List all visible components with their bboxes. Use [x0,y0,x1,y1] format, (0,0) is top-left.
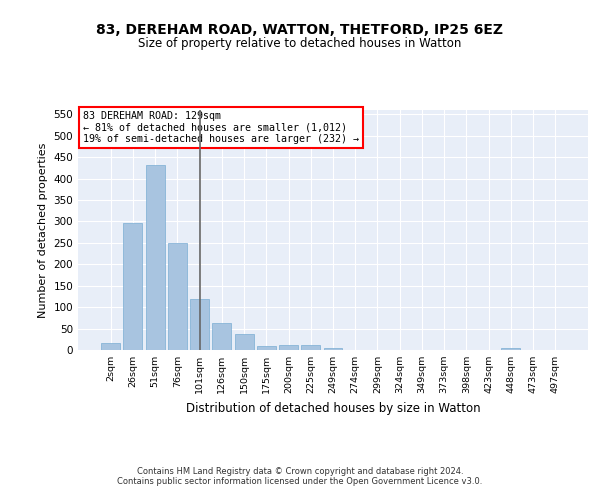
Bar [502,348,520,350]
Bar [212,323,231,350]
Bar [257,346,276,350]
Bar [323,348,343,350]
Text: 83, DEREHAM ROAD, WATTON, THETFORD, IP25 6EZ: 83, DEREHAM ROAD, WATTON, THETFORD, IP25… [97,22,503,36]
Text: Size of property relative to detached houses in Watton: Size of property relative to detached ho… [139,38,461,51]
Text: Contains HM Land Registry data © Crown copyright and database right 2024.: Contains HM Land Registry data © Crown c… [137,467,463,476]
Bar [235,334,254,350]
Bar [301,346,320,350]
Bar [190,300,209,350]
X-axis label: Distribution of detached houses by size in Watton: Distribution of detached houses by size … [185,402,481,414]
Y-axis label: Number of detached properties: Number of detached properties [38,142,48,318]
Text: 83 DEREHAM ROAD: 129sqm
← 81% of detached houses are smaller (1,012)
19% of semi: 83 DEREHAM ROAD: 129sqm ← 81% of detache… [83,111,359,144]
Text: Contains public sector information licensed under the Open Government Licence v3: Contains public sector information licen… [118,477,482,486]
Bar [279,346,298,350]
Bar [101,343,120,350]
Bar [146,165,164,350]
Bar [168,243,187,350]
Bar [124,222,142,350]
